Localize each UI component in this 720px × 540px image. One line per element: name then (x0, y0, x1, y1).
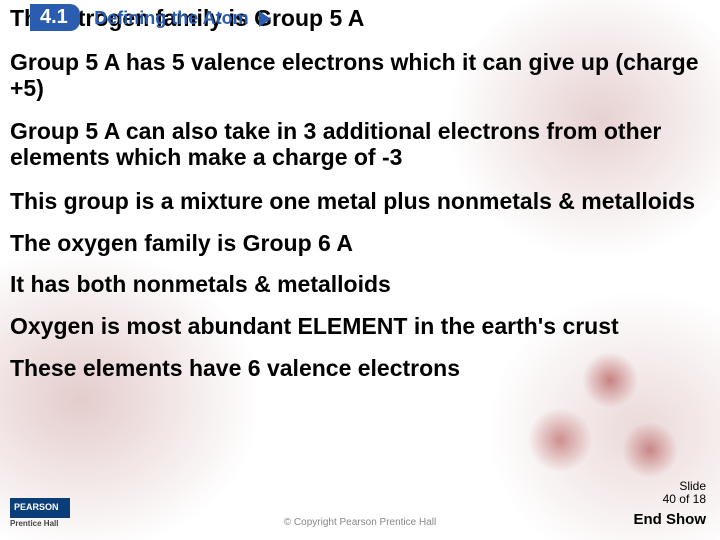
chapter-badge: 4.1 (30, 4, 80, 31)
header-title: Defining the Atom (94, 8, 248, 29)
paragraph: Group 5 A can also take in 3 additional … (10, 119, 702, 171)
chevron-right-icon (259, 11, 271, 27)
paragraph: These elements have 6 valence electrons (10, 356, 702, 382)
paragraph: The oxygen family is Group 6 A (10, 231, 702, 257)
slide-content: The nitrogen family is Group 5 A Group 5… (0, 0, 720, 400)
slide-counter: Slide 40 of 18 (663, 480, 706, 506)
paragraph: Oxygen is most abundant ELEMENT in the e… (10, 314, 702, 340)
paragraph: This group is a mixture one metal plus n… (10, 189, 702, 215)
slide-label: Slide (663, 480, 706, 493)
paragraph: It has both nonmetals & metalloids (10, 272, 702, 298)
slide-number: 40 of 18 (663, 493, 706, 506)
slide-footer: PEARSON Prentice Hall © Copyright Pearso… (0, 486, 720, 540)
pearson-logo: PEARSON (10, 498, 70, 518)
slide-header: 4.1 Defining the Atom (30, 4, 271, 31)
paragraph: Group 5 A has 5 valence electrons which … (10, 50, 702, 102)
end-show-button[interactable]: End Show (634, 511, 707, 528)
copyright-text: © Copyright Pearson Prentice Hall (0, 517, 720, 528)
